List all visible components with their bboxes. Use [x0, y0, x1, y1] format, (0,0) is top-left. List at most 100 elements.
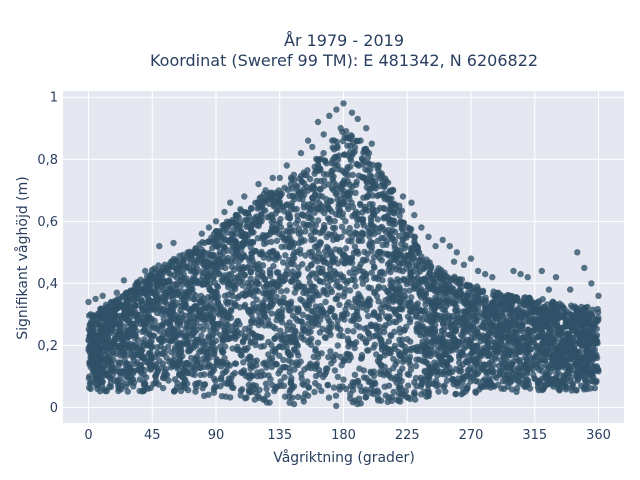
data-point	[396, 212, 403, 219]
data-point	[332, 392, 340, 399]
data-point	[166, 313, 174, 320]
data-point	[220, 221, 228, 229]
data-point	[265, 372, 272, 379]
data-point	[298, 172, 305, 180]
data-point	[573, 387, 580, 394]
data-point	[380, 226, 388, 233]
data-point	[177, 307, 184, 314]
data-point	[298, 318, 305, 325]
data-point	[324, 282, 332, 289]
data-point	[509, 309, 516, 317]
data-point	[262, 380, 270, 387]
data-point	[332, 295, 339, 303]
data-point	[179, 314, 186, 322]
data-point	[440, 321, 447, 328]
data-point	[425, 297, 432, 305]
data-point	[359, 156, 366, 163]
data-point	[517, 298, 524, 305]
data-point	[375, 228, 382, 236]
data-point	[409, 259, 416, 266]
data-point	[304, 364, 311, 371]
data-point	[142, 374, 150, 381]
data-point	[407, 366, 415, 373]
data-point	[375, 298, 382, 305]
data-point	[450, 334, 458, 342]
data-point	[186, 318, 193, 325]
data-point	[568, 342, 575, 349]
data-point	[556, 332, 563, 339]
data-point	[382, 392, 389, 399]
data-point	[401, 343, 409, 351]
data-point	[407, 338, 414, 345]
data-point	[364, 347, 371, 354]
data-point	[185, 348, 192, 355]
data-point	[325, 181, 332, 188]
data-point	[376, 254, 383, 262]
data-point	[334, 278, 341, 285]
data-point	[425, 389, 433, 396]
data-point	[114, 342, 122, 350]
data-point	[262, 296, 269, 303]
data-point	[331, 312, 338, 320]
data-point	[313, 292, 320, 299]
data-point	[568, 374, 575, 381]
data-point	[137, 369, 145, 376]
data-point	[399, 393, 406, 400]
data-point	[309, 199, 316, 206]
data-point	[276, 298, 283, 305]
data-point	[375, 389, 382, 396]
data-point	[222, 321, 230, 328]
data-point	[419, 277, 426, 284]
data-point	[154, 344, 161, 351]
data-point	[193, 312, 200, 320]
data-point	[344, 190, 352, 197]
data-point	[314, 205, 321, 212]
data-point	[445, 300, 453, 307]
data-point	[235, 317, 242, 325]
data-point	[150, 273, 157, 280]
data-point	[319, 278, 327, 286]
data-point	[311, 256, 318, 263]
data-point	[373, 326, 381, 333]
data-point	[184, 360, 191, 367]
data-point	[345, 299, 352, 306]
data-point	[341, 310, 348, 317]
data-point	[333, 190, 341, 197]
data-point	[249, 239, 257, 246]
data-point	[218, 234, 225, 241]
data-point	[180, 256, 187, 263]
data-point	[411, 379, 418, 386]
data-point	[293, 205, 300, 213]
data-point	[140, 382, 148, 389]
data-point	[236, 224, 243, 232]
data-point	[237, 392, 244, 399]
data-point	[153, 298, 161, 305]
data-point	[478, 383, 485, 391]
data-point	[183, 263, 190, 271]
data-point	[274, 332, 281, 340]
data-point	[213, 355, 220, 362]
data-point	[422, 358, 430, 366]
data-point	[334, 373, 342, 381]
data-point	[140, 314, 147, 321]
data-point	[309, 308, 317, 315]
data-point	[404, 224, 411, 231]
data-point	[390, 388, 397, 396]
data-point	[392, 361, 399, 368]
data-point	[106, 328, 113, 336]
data-point	[197, 297, 204, 304]
data-point	[95, 335, 102, 343]
data-point	[347, 148, 354, 156]
data-point	[426, 364, 433, 371]
data-point	[438, 335, 445, 342]
data-point	[404, 278, 411, 285]
data-point	[300, 336, 308, 343]
data-point	[282, 271, 289, 278]
data-point	[457, 352, 464, 359]
data-point	[474, 378, 481, 385]
data-point	[307, 232, 315, 239]
data-point	[212, 289, 219, 296]
data-point	[350, 382, 357, 389]
data-point	[386, 347, 393, 354]
data-point	[336, 284, 343, 291]
